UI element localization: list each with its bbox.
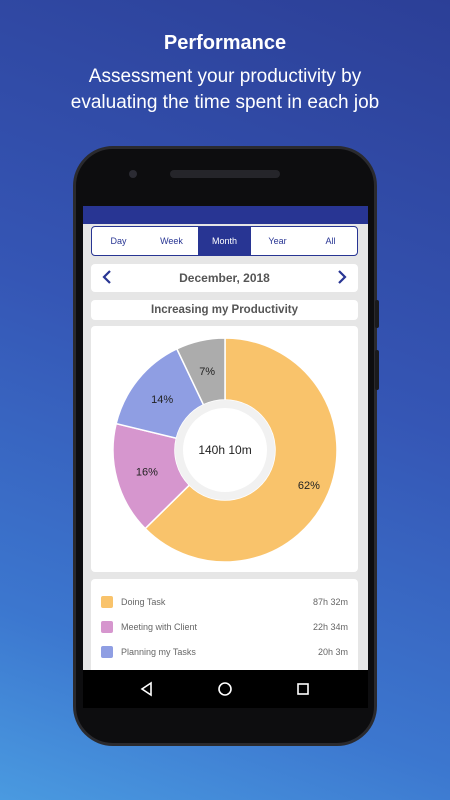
slice-label: 7% xyxy=(199,366,215,378)
donut-chart: 62% 16% 14% 7% 140h 10m xyxy=(112,337,338,563)
period-selector: Day Week Month Year All xyxy=(91,226,358,256)
tab-month[interactable]: Month xyxy=(198,227,251,255)
app-screen: Day Week Month Year All December, 2018 I… xyxy=(83,206,368,670)
power-button xyxy=(375,350,379,390)
volume-button xyxy=(375,300,379,328)
legend-swatch xyxy=(101,596,113,608)
promo-subtitle-line2: evaluating the time spent in each job xyxy=(70,92,380,113)
legend-time: 22h 34m xyxy=(312,622,348,632)
slice-label: 14% xyxy=(151,394,173,406)
promo-subtitle: Assessment your productivity by evaluati… xyxy=(0,64,450,116)
donut-hole xyxy=(183,408,267,492)
front-camera xyxy=(129,170,137,178)
system-nav-bar xyxy=(83,670,368,708)
slice-label: 16% xyxy=(136,467,158,479)
legend-swatch xyxy=(101,646,113,658)
promo-title: Performance xyxy=(163,32,287,54)
legend-time: 87h 32m xyxy=(312,597,348,607)
tab-day[interactable]: Day xyxy=(110,236,127,246)
chart-title: Increasing my Productivity xyxy=(91,300,358,320)
legend-time: 20h 3m xyxy=(317,647,348,657)
home-icon[interactable] xyxy=(217,681,233,697)
legend-item[interactable]: Meeting with Client 22h 34m xyxy=(101,619,348,635)
recents-icon[interactable] xyxy=(295,681,311,697)
legend-swatch xyxy=(101,621,113,633)
tab-year[interactable]: Year xyxy=(268,236,287,246)
back-icon[interactable] xyxy=(139,681,155,697)
promo-subtitle-line1: Assessment your productivity by xyxy=(88,66,362,87)
legend-card: Doing Task 87h 32m Meeting with Client 2… xyxy=(91,579,358,670)
legend-name: Meeting with Client xyxy=(121,622,198,632)
chevron-left-icon[interactable] xyxy=(99,268,115,289)
date-navigator: December, 2018 xyxy=(91,264,358,292)
chevron-right-icon[interactable] xyxy=(334,268,350,289)
tab-all[interactable]: All xyxy=(325,236,336,246)
legend-item[interactable]: Planning my Tasks 20h 3m xyxy=(101,644,348,660)
legend-item[interactable]: Doing Task 87h 32m xyxy=(101,594,348,610)
current-period-label: December, 2018 xyxy=(179,271,270,285)
legend-name: Planning my Tasks xyxy=(121,647,196,657)
earpiece-speaker xyxy=(170,170,280,178)
total-time-label: 140h 10m xyxy=(198,443,251,457)
tab-week[interactable]: Week xyxy=(160,236,183,246)
app-bar xyxy=(83,206,368,224)
legend-name: Doing Task xyxy=(121,597,166,607)
chart-card: 62% 16% 14% 7% 140h 10m xyxy=(91,326,358,572)
slice-label: 62% xyxy=(298,480,320,492)
